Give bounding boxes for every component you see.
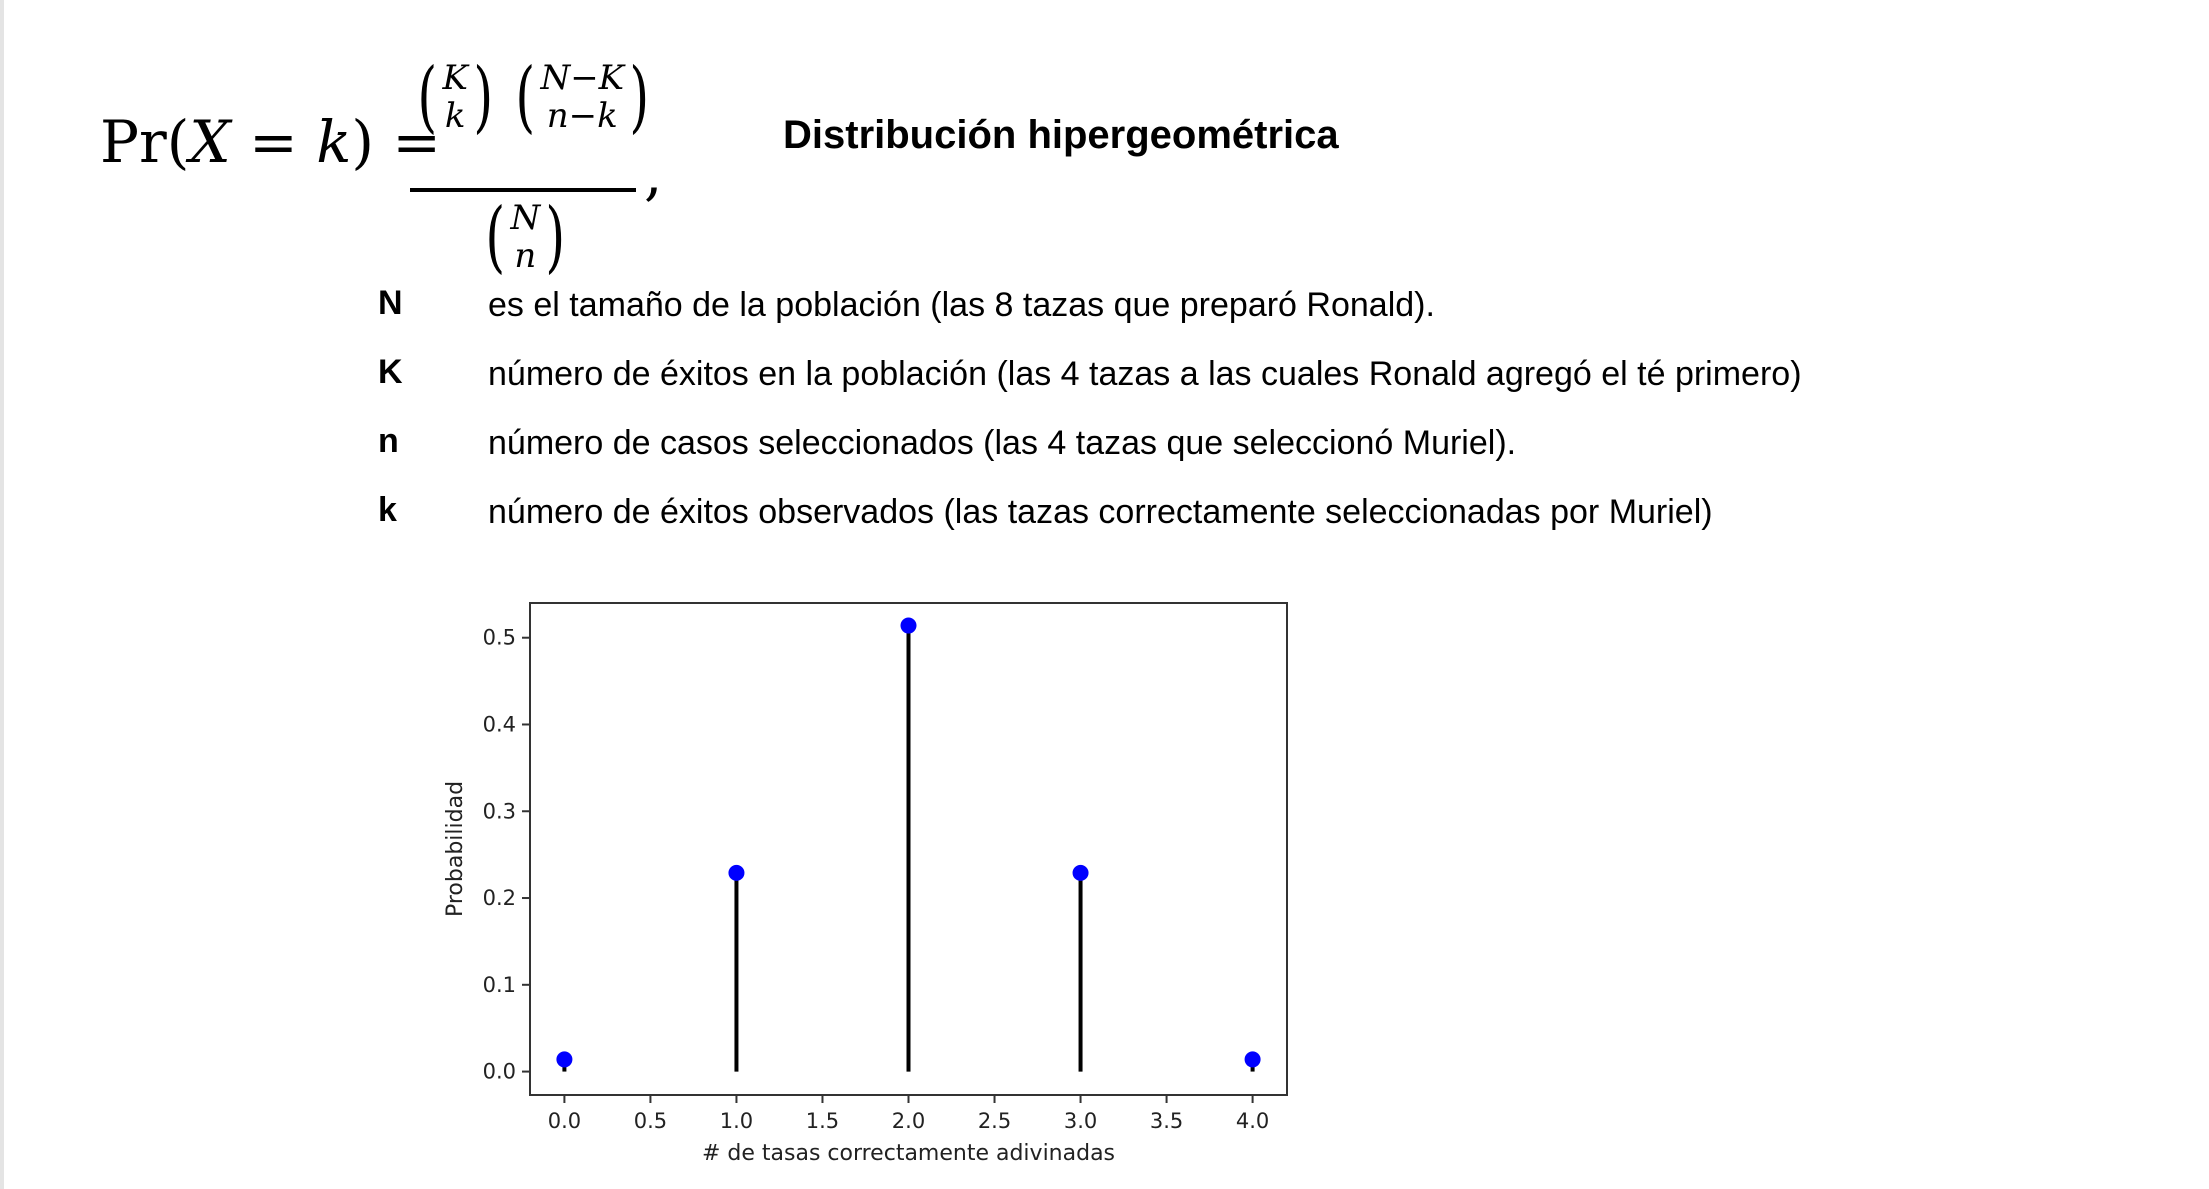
binom2-top: N−K: [540, 58, 625, 98]
stem-marker: [728, 864, 745, 881]
y-tick-label: 0.2: [483, 886, 516, 910]
fraction-line: [410, 188, 636, 192]
y-axis-label: Probabilidad: [443, 781, 468, 917]
binom2-bottom: n−k: [546, 96, 618, 136]
binom-NK-nk: ( N−K n−k ): [515, 52, 650, 142]
formula-lhs: Pr(X = k) =: [100, 108, 442, 176]
page-title: Distribución hipergeométrica: [783, 113, 1339, 157]
formula-k: k: [316, 108, 352, 176]
definition-text: número de casos seleccionados (las 4 taz…: [488, 424, 1517, 462]
definition-symbol: n: [378, 422, 399, 460]
y-tick-label: 0.0: [483, 1060, 516, 1084]
binom-N-n: ( N n ): [485, 192, 566, 282]
binom3-top: N: [510, 198, 541, 238]
binom3-bottom: n: [514, 236, 537, 276]
x-tick-label: 3.5: [1150, 1109, 1183, 1133]
formula-eq: =: [249, 108, 298, 176]
stem-marker: [1244, 1051, 1261, 1068]
definition-symbol: k: [378, 491, 397, 529]
x-tick-label: 3.0: [1064, 1109, 1097, 1133]
left-border: [0, 0, 4, 1189]
definition-symbol: N: [378, 284, 403, 322]
y-tick-label: 0.5: [483, 626, 516, 650]
formula-fn: Pr: [100, 108, 167, 176]
stem-marker: [1072, 864, 1089, 881]
x-tick-label: 0.5: [634, 1109, 667, 1133]
y-tick-label: 0.3: [483, 799, 516, 823]
formula-var: X: [189, 108, 231, 176]
definition-symbol: K: [378, 353, 403, 391]
x-tick-label: 2.0: [892, 1109, 925, 1133]
definition-text: número de éxitos observados (las tazas c…: [488, 493, 1713, 531]
hypergeometric-formula: Pr(X = k) = ( K k ) ( N−K n−k ) ( N n ) …: [100, 50, 680, 276]
y-tick-label: 0.4: [483, 712, 516, 736]
stem-marker: [900, 617, 917, 634]
x-axis-label: # de tasas correctamente adivinadas: [702, 1141, 1115, 1166]
formula-comma: ,: [644, 140, 663, 208]
binom1-top: K: [442, 58, 468, 98]
stem-marker: [556, 1051, 573, 1068]
x-tick-label: 1.5: [806, 1109, 839, 1133]
x-tick-label: 1.0: [720, 1109, 753, 1133]
definition-text: número de éxitos en la población (las 4 …: [488, 355, 1802, 393]
y-tick-label: 0.1: [483, 973, 516, 997]
definition-text: es el tamaño de la población (las 8 taza…: [488, 286, 1435, 324]
x-tick-label: 2.5: [978, 1109, 1011, 1133]
binom1-bottom: k: [444, 96, 466, 136]
x-tick-label: 0.0: [548, 1109, 581, 1133]
x-tick-label: 4.0: [1236, 1109, 1269, 1133]
binom-K-k: ( K k ): [417, 52, 493, 142]
